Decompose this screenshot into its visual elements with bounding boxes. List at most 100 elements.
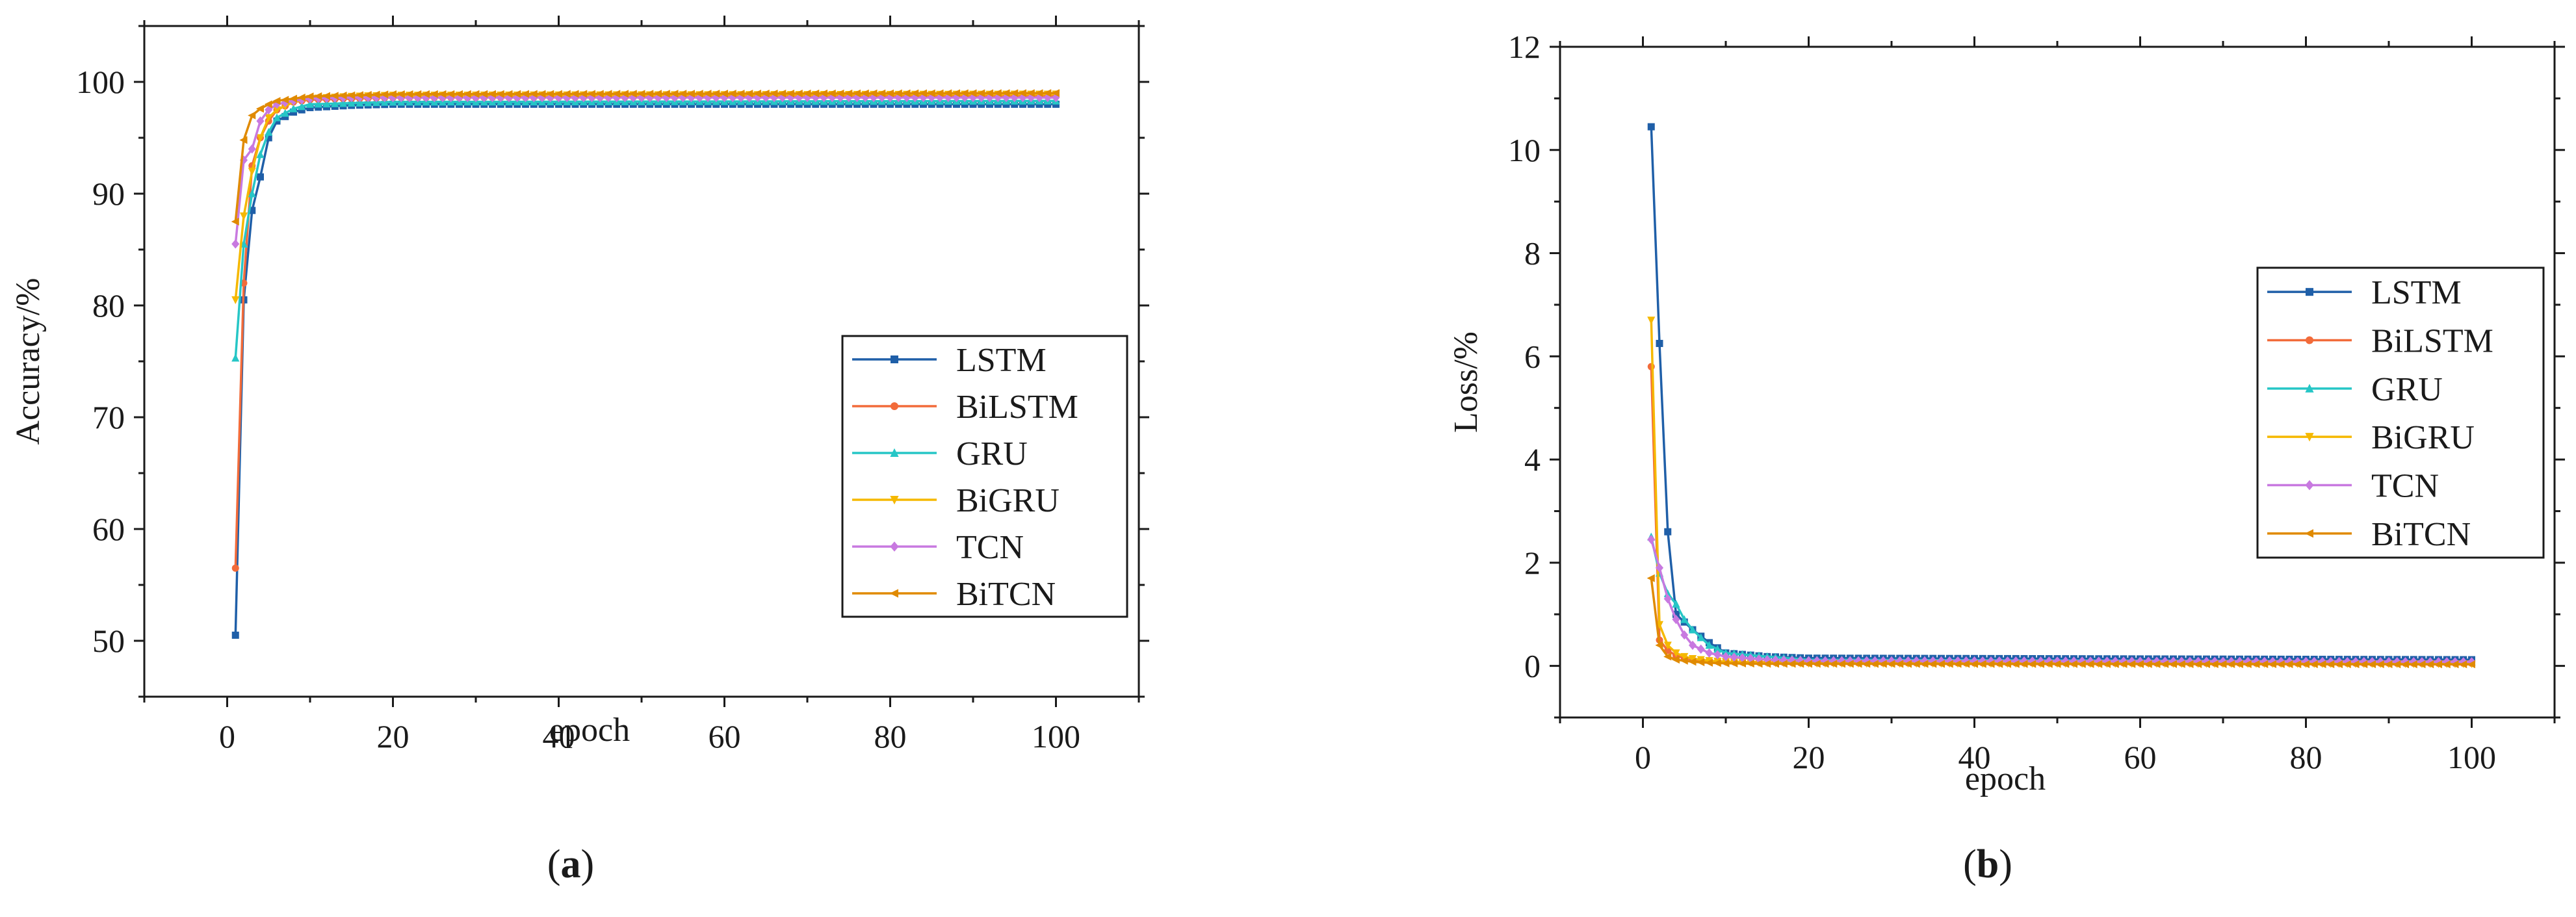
data-point-tcn xyxy=(919,92,928,103)
data-point-tcn xyxy=(372,92,381,103)
data-point-bitcn xyxy=(405,90,413,98)
legend-marker-tcn xyxy=(2305,480,2314,491)
x-axis-label: epoch xyxy=(549,712,630,749)
data-point-bitcn xyxy=(803,89,811,97)
data-point-bitcn xyxy=(869,89,878,97)
data-point-bitcn xyxy=(264,100,272,109)
data-point-bitcn xyxy=(1688,658,1697,666)
data-point-bitcn xyxy=(2135,660,2144,668)
data-point-bitcn xyxy=(447,90,455,98)
data-point-bitcn xyxy=(255,105,264,113)
data-point-tcn xyxy=(612,92,621,103)
series-line-gru xyxy=(234,99,1056,358)
data-point-bigru xyxy=(1663,641,1672,650)
data-point-bitcn xyxy=(1995,660,2003,668)
legend-label: TCN xyxy=(956,529,1024,566)
y-tick-label: 2 xyxy=(1524,545,1541,581)
data-point-bitcn xyxy=(2384,660,2393,669)
data-point-bitcn xyxy=(314,92,322,101)
data-point-bitcn xyxy=(2351,660,2360,669)
data-point-bitcn xyxy=(430,90,438,98)
data-point-bitcn xyxy=(1655,641,1663,649)
loss-chart: 0 20 40 60 80 100 0 2 4 6 8 10 12 epoch Loss/% LSTM BiLS… xyxy=(1448,29,2565,886)
legend-box xyxy=(841,335,1128,618)
data-point-gru xyxy=(339,99,348,107)
x-tick-label: 80 xyxy=(874,718,907,755)
data-point-lstm xyxy=(1656,339,1663,347)
data-point-bitcn xyxy=(1854,660,1862,668)
data-point-bitcn xyxy=(297,94,306,102)
data-point-bitcn xyxy=(281,96,289,104)
data-point-tcn xyxy=(687,92,696,103)
data-point-bitcn xyxy=(2285,660,2293,669)
data-point-bitcn xyxy=(679,90,687,98)
y-tick-label: 100 xyxy=(76,64,125,100)
data-point-bitcn xyxy=(653,90,662,98)
data-point-bitcn xyxy=(1754,660,1763,668)
data-point-bitcn xyxy=(480,90,488,98)
data-point-bitcn xyxy=(397,90,405,98)
data-point-bitcn xyxy=(2144,660,2152,668)
data-point-bitcn xyxy=(1986,660,1995,668)
data-point-bitcn xyxy=(2309,660,2318,669)
data-point-bitcn xyxy=(1721,659,1730,667)
data-point-bitcn xyxy=(1796,660,1804,668)
data-point-tcn xyxy=(902,92,911,103)
y-tick-label: 8 xyxy=(1524,235,1541,272)
data-point-tcn xyxy=(1730,652,1738,662)
data-point-tcn xyxy=(629,92,638,103)
data-point-tcn xyxy=(928,92,936,103)
legend-marker-gru xyxy=(890,448,899,457)
data-point-tcn xyxy=(1035,92,1044,103)
data-point-tcn xyxy=(1052,92,1060,103)
data-point-tcn xyxy=(878,92,886,103)
legend-marker-bilstm xyxy=(2306,336,2313,344)
data-point-tcn xyxy=(745,92,753,103)
data-point-lstm xyxy=(248,207,256,214)
data-point-tcn xyxy=(1697,644,1705,654)
data-point-bigru xyxy=(239,212,248,220)
data-point-gru xyxy=(281,109,289,117)
data-point-bitcn xyxy=(703,90,712,98)
data-point-bitcn xyxy=(388,90,397,98)
data-point-bitcn xyxy=(1763,660,1771,668)
data-point-bitcn xyxy=(595,90,604,98)
data-point-tcn xyxy=(994,92,1002,103)
data-point-bitcn xyxy=(2343,660,2351,669)
data-point-gru xyxy=(1688,625,1697,634)
data-point-tcn xyxy=(1688,640,1697,651)
data-point-bitcn xyxy=(2434,660,2442,669)
data-point-bitcn xyxy=(844,89,853,97)
data-point-tcn xyxy=(778,92,787,103)
data-point-bitcn xyxy=(2053,660,2061,668)
data-point-bitcn xyxy=(1879,660,1887,668)
y-tick-label: 10 xyxy=(1508,132,1541,168)
data-point-tcn xyxy=(662,92,671,103)
data-point-bitcn xyxy=(712,90,720,98)
data-point-tcn xyxy=(306,94,315,103)
y-tick-label: 70 xyxy=(92,399,125,435)
data-point-bitcn xyxy=(1737,659,1746,668)
data-point-bitcn xyxy=(827,89,836,97)
data-point-tcn xyxy=(1019,92,1027,103)
data-point-tcn xyxy=(670,92,679,103)
data-point-bitcn xyxy=(944,89,952,97)
data-point-bitcn xyxy=(272,97,281,105)
data-point-bitcn xyxy=(720,90,728,98)
legend-marker-bitcn xyxy=(2304,529,2313,538)
data-point-tcn xyxy=(844,92,853,103)
data-point-tcn xyxy=(256,116,265,126)
data-point-bigru xyxy=(231,296,240,304)
data-point-bitcn xyxy=(1002,89,1010,97)
data-point-bigru xyxy=(1647,316,1656,325)
x-tick-label: 100 xyxy=(2447,739,2496,775)
data-point-bitcn xyxy=(1018,89,1026,97)
data-point-bitcn xyxy=(289,94,297,103)
data-point-lstm xyxy=(1664,528,1672,536)
data-point-tcn xyxy=(596,92,605,103)
legend-label: GRU xyxy=(956,435,1028,472)
data-point-bitcn xyxy=(248,111,256,120)
data-point-tcn xyxy=(331,93,339,103)
legend-marker-gru xyxy=(2305,383,2314,393)
